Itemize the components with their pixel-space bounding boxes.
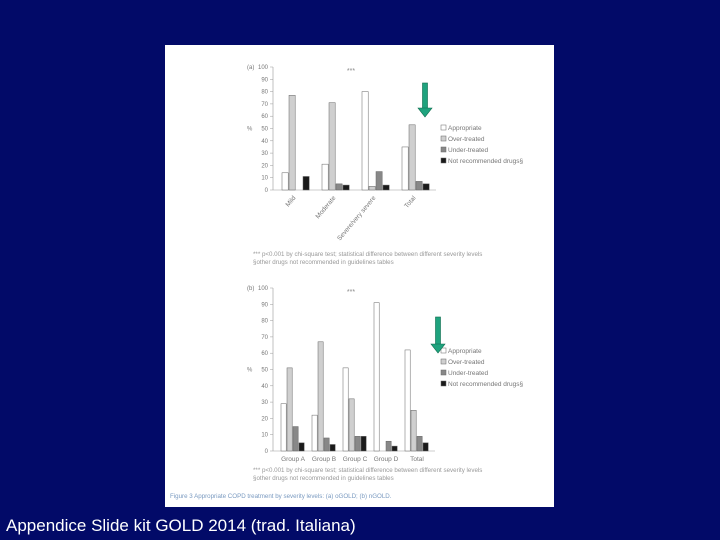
panel-a-bar-over-treated (408, 124, 416, 191)
panel-a-y-tick-label: 0 (265, 188, 269, 194)
panel-b-bar-under-treated (323, 437, 330, 452)
panel-a-bar-over-treated (368, 186, 376, 191)
panel-a-category-label: Mild (285, 194, 298, 208)
panel-a-footnote: *** p<0.001 by chi-square test; statisti… (253, 251, 482, 258)
panel-a-legend-swatch (440, 124, 447, 131)
panel-b-arrow-head (430, 343, 446, 354)
panel-a-y-tick-label: 100 (258, 65, 269, 71)
panel-b-legend-swatch (440, 347, 447, 354)
panel-b-y-tick-label: 40 (261, 384, 268, 390)
panel-b-y-tick-label: 60 (261, 351, 268, 357)
panel-a-y-label: % (247, 127, 253, 133)
panel-b-y-label: % (247, 368, 253, 374)
panel-b-arrow-shaft (435, 316, 441, 346)
panel-a-footnote: §other drugs not recommended in guidelin… (253, 259, 394, 266)
panel-a-arrow-shaft (422, 82, 428, 110)
panel-a-bar-appropriate (401, 146, 409, 191)
panel-b-bar-under-treated (292, 426, 299, 452)
figure-caption: Figure 3 Appropriate COPD treatment by s… (170, 493, 392, 500)
panel-b-bar-not-recommended-drugs (422, 442, 429, 452)
figure-image: (a) 0 10 20 30 40 50 60 70 80 90 100% *** Mild Moderat… (165, 45, 554, 507)
panel-b-bar-over-treated (286, 367, 293, 452)
panel-b-category-label: Group C (343, 456, 368, 463)
panel-a-bar-not-recommended-drugs (422, 183, 430, 191)
panel-b-legend-label: Appropriate (448, 348, 482, 355)
panel-a-y-tick-label: 30 (261, 151, 268, 157)
panel-b-y-tick-label: 100 (258, 286, 269, 292)
panel-a-legend-label: Under-treated (448, 147, 488, 154)
panel-b-y-tick-label: 10 (261, 433, 268, 439)
panel-b-category-label: Group D (374, 456, 399, 463)
panel-b-bar-under-treated (385, 440, 392, 452)
panel-a-legend-label: Over-treated (448, 136, 485, 143)
panel-b-bar-not-recommended-drugs (329, 444, 336, 452)
panel-b-bar-under-treated (416, 436, 423, 452)
panel-a-bar-appropriate (361, 91, 369, 191)
panel-a-label: (a) (247, 65, 254, 71)
panel-b-bar-over-treated (410, 410, 417, 452)
panel-b-bar-not-recommended-drugs (360, 436, 367, 452)
panel-a-bar-appropriate (321, 163, 329, 191)
panel-b-bar-not-recommended-drugs (391, 445, 398, 452)
panel-b-y-tick-label: 20 (261, 416, 268, 422)
panel-b-label: (b) (247, 286, 254, 292)
panel-b-bar-appropriate (373, 302, 380, 452)
panel-b-legend-swatch (440, 369, 447, 376)
panel-a-bar-over-treated (288, 95, 296, 191)
panel-a-y-tick-label: 20 (261, 163, 268, 169)
panel-a-y-tick-label: 70 (261, 102, 268, 108)
panel-b-bar-appropriate (342, 367, 349, 452)
panel-b-bar-appropriate (280, 403, 287, 452)
panel-b-y-tick-label: 80 (261, 319, 268, 325)
panel-a-y-tick-label: 40 (261, 139, 268, 145)
panel-a-y-tick-label: 60 (261, 114, 268, 120)
panel-a-bar-over-treated (328, 102, 336, 191)
panel-a-y-tick-label: 50 (261, 127, 268, 133)
panel-b-legend-label: Over-treated (448, 359, 485, 366)
panel-a-bar-under-treated (335, 183, 343, 191)
panel-b-bar-over-treated (348, 398, 355, 452)
panel-b-significance: *** (347, 289, 355, 296)
panel-a-bar-appropriate (281, 172, 289, 191)
panel-b-bar-appropriate (404, 349, 411, 452)
panel-a-category-label: Moderate (315, 194, 338, 220)
panel-a-legend-swatch (440, 146, 447, 153)
panel-a-legend-swatch (440, 135, 447, 142)
panel-a-category-label: Severe/very severe (336, 194, 378, 242)
panel-b-footnote: §other drugs not recommended in guidelin… (253, 475, 394, 482)
panel-a-bar-under-treated (415, 181, 423, 191)
panel-b-y-tick-label: 30 (261, 400, 268, 406)
panel-a-bar-not-recommended-drugs (342, 184, 350, 191)
panel-b-footnote: *** p<0.001 by chi-square test; statisti… (253, 467, 482, 474)
panel-b-y-tick-label: 90 (261, 302, 268, 308)
panel-a-legend-label: Not recommended drugs§ (448, 158, 524, 165)
panel-a-y-tick-label: 80 (261, 90, 268, 96)
panel-b-bar-under-treated (354, 436, 361, 452)
panel-b-bar-appropriate (311, 414, 318, 452)
panel-a-category-label: Total (403, 194, 418, 209)
panel-b-legend-swatch (440, 358, 447, 365)
panel-a-bar-under-treated (375, 171, 383, 191)
panel-a-y-tick-label: 90 (261, 77, 268, 83)
panel-a-arrow-head (417, 107, 433, 118)
panel-a-bar-not-recommended-drugs (382, 184, 390, 191)
panel-b-y-tick-label: 50 (261, 368, 268, 374)
panel-a-y-tick-label: 10 (261, 176, 268, 182)
panel-b-category-label: Group B (312, 456, 336, 463)
panel-b-legend-label: Under-treated (448, 370, 488, 377)
panel-b-category-label: Total (410, 456, 424, 463)
panel-b-bar-not-recommended-drugs (298, 442, 305, 452)
panel-b-category-label: Group A (281, 456, 306, 463)
panel-b-legend-label: Not recommended drugs§ (448, 381, 524, 388)
panel-b-legend-swatch (440, 380, 447, 387)
panel-a-legend-label: Appropriate (448, 125, 482, 132)
panel-b-bar-over-treated (317, 341, 324, 452)
panel-a-legend-swatch (440, 157, 447, 164)
panel-a-significance: *** (347, 68, 355, 75)
panel-a-bar-not-recommended-drugs (302, 176, 310, 191)
panel-b-y-tick-label: 0 (265, 449, 269, 455)
panel-b-y-tick-label: 70 (261, 335, 268, 341)
footer-title: Appendice Slide kit GOLD 2014 (trad. Ita… (6, 516, 356, 535)
